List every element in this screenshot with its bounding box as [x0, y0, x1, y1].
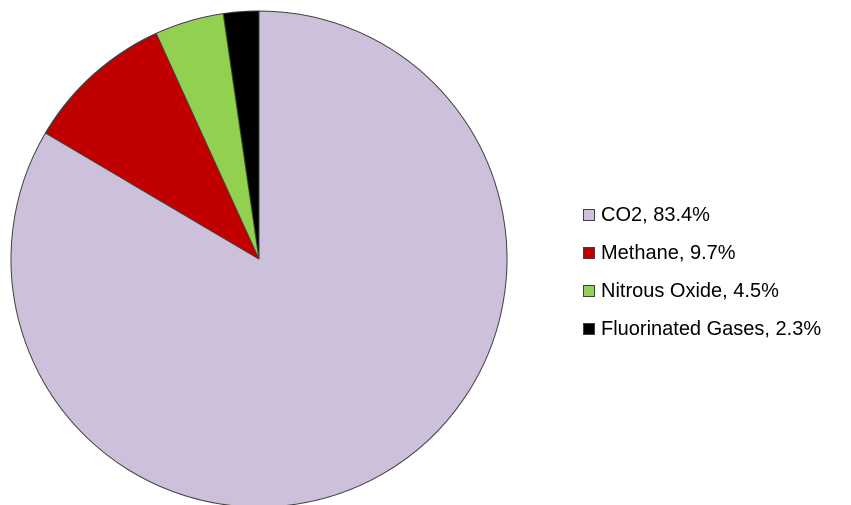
legend-swatch-fluorinated-gases: [583, 323, 595, 335]
legend-item-fluorinated-gases: Fluorinated Gases, 2.3%: [583, 310, 821, 348]
pie-slice-methane: [44, 32, 260, 260]
legend-item-nitrous-oxide: Nitrous Oxide, 4.5%: [583, 272, 821, 310]
legend-item-methane: Methane, 9.7%: [583, 234, 821, 272]
legend-label-methane: Methane, 9.7%: [601, 241, 736, 264]
legend-label-co2: CO2, 83.4%: [601, 203, 710, 226]
legend-swatch-nitrous-oxide: [583, 285, 595, 297]
legend-label-nitrous-oxide: Nitrous Oxide, 4.5%: [601, 279, 779, 302]
legend: CO2, 83.4% Methane, 9.7% Nitrous Oxide, …: [583, 196, 821, 348]
pie-slice-fluorinated-gases: [222, 10, 260, 260]
legend-swatch-co2: [583, 209, 595, 221]
legend-item-co2: CO2, 83.4%: [583, 196, 821, 234]
legend-label-fluorinated-gases: Fluorinated Gases, 2.3%: [601, 317, 822, 340]
legend-swatch-methane: [583, 247, 595, 259]
